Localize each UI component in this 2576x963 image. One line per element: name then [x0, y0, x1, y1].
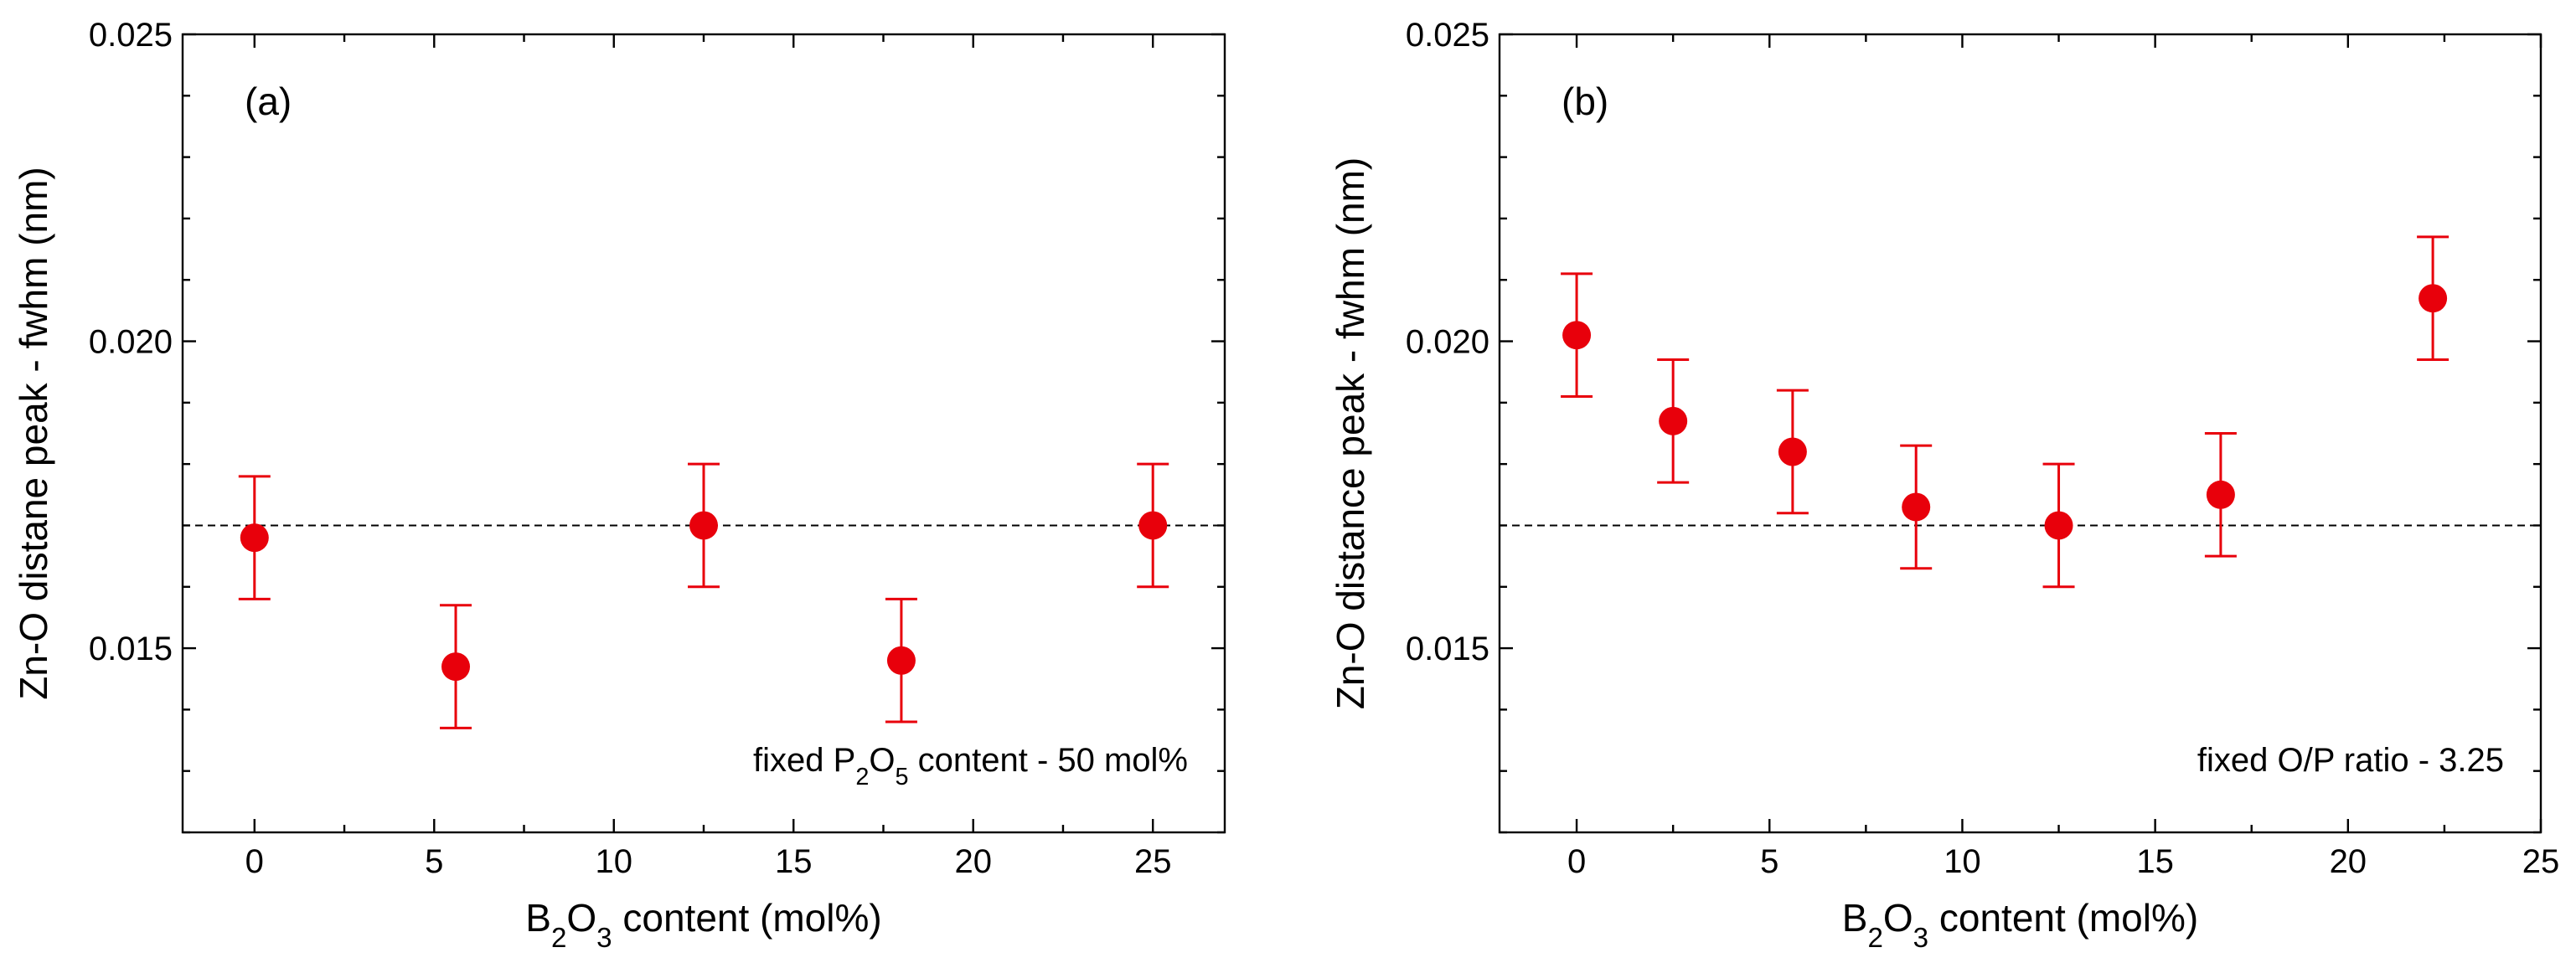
- data-point: [688, 462, 720, 589]
- data-point: [2417, 235, 2450, 362]
- y-tick-label: 0.020: [1406, 324, 1489, 361]
- x-tick-label: 5: [425, 843, 443, 880]
- y-axis-label: Zn-O distane peak - fwhm (nm): [12, 167, 55, 700]
- data-marker: [1778, 437, 1807, 466]
- data-point: [1561, 272, 1593, 399]
- x-tick-label: 25: [1134, 843, 1172, 880]
- data-marker: [689, 511, 718, 540]
- x-tick-label: 25: [2522, 843, 2560, 880]
- annotation: fixed O/P ratio - 3.25: [2197, 742, 2504, 779]
- data-marker: [1138, 511, 1168, 540]
- x-axis-label: B2O3 content (mol%): [1842, 896, 2198, 954]
- data-marker: [1562, 321, 1592, 350]
- x-tick-label: 15: [775, 843, 813, 880]
- plot-frame: [181, 33, 1226, 834]
- y-tick-label: 0.020: [89, 324, 173, 361]
- data-marker: [1659, 406, 1688, 435]
- data-point: [885, 597, 917, 724]
- annotation: fixed P2O5 content - 50 mol%: [753, 742, 1188, 790]
- data-marker: [1902, 492, 1931, 522]
- data-point: [238, 475, 271, 600]
- data-point: [1776, 389, 1809, 515]
- x-axis-label: B2O3 content (mol%): [525, 896, 881, 954]
- chart-panel-a: 0 5 10 15 20 25 0.015 0.020 0.025 (a) fixed P2O5 c…: [12, 17, 1226, 954]
- x-tick-label: 5: [1760, 843, 1778, 880]
- x-tick-label: 0: [245, 843, 264, 880]
- data-point: [1900, 444, 1933, 570]
- y-tick-label: 0.025: [1406, 17, 1489, 54]
- y-tick-label: 0.015: [1406, 631, 1489, 667]
- panel-label: (b): [1562, 80, 1608, 123]
- data-point: [2042, 462, 2075, 589]
- panel-label: (a): [245, 80, 292, 123]
- data-point: [1657, 358, 1690, 484]
- x-tick-label: 0: [1567, 843, 1586, 880]
- x-tick-label: 10: [596, 843, 633, 880]
- data-marker: [2044, 511, 2073, 540]
- data-point: [440, 604, 472, 729]
- data-marker: [2206, 480, 2235, 509]
- y-tick-label: 0.015: [89, 631, 173, 667]
- data-marker: [240, 523, 269, 553]
- data-point: [1137, 462, 1169, 589]
- chart-panel-b: 0 5 10 15 20 25 0.015 0.020 0.025 (b) fixed O/P ra…: [1329, 17, 2559, 954]
- data-marker: [2419, 284, 2448, 313]
- x-tick-label: 10: [1944, 843, 1981, 880]
- plot-frame: [1498, 33, 2542, 834]
- data-marker: [886, 646, 916, 675]
- data-point: [2204, 432, 2237, 558]
- y-axis-label: Zn-O distance peak - fwhm (nm): [1329, 157, 1372, 710]
- y-tick-label: 0.025: [89, 17, 173, 54]
- x-tick-label: 20: [2330, 843, 2367, 880]
- data-marker: [441, 652, 471, 682]
- x-tick-label: 15: [2136, 843, 2174, 880]
- x-tick-label: 20: [954, 843, 992, 880]
